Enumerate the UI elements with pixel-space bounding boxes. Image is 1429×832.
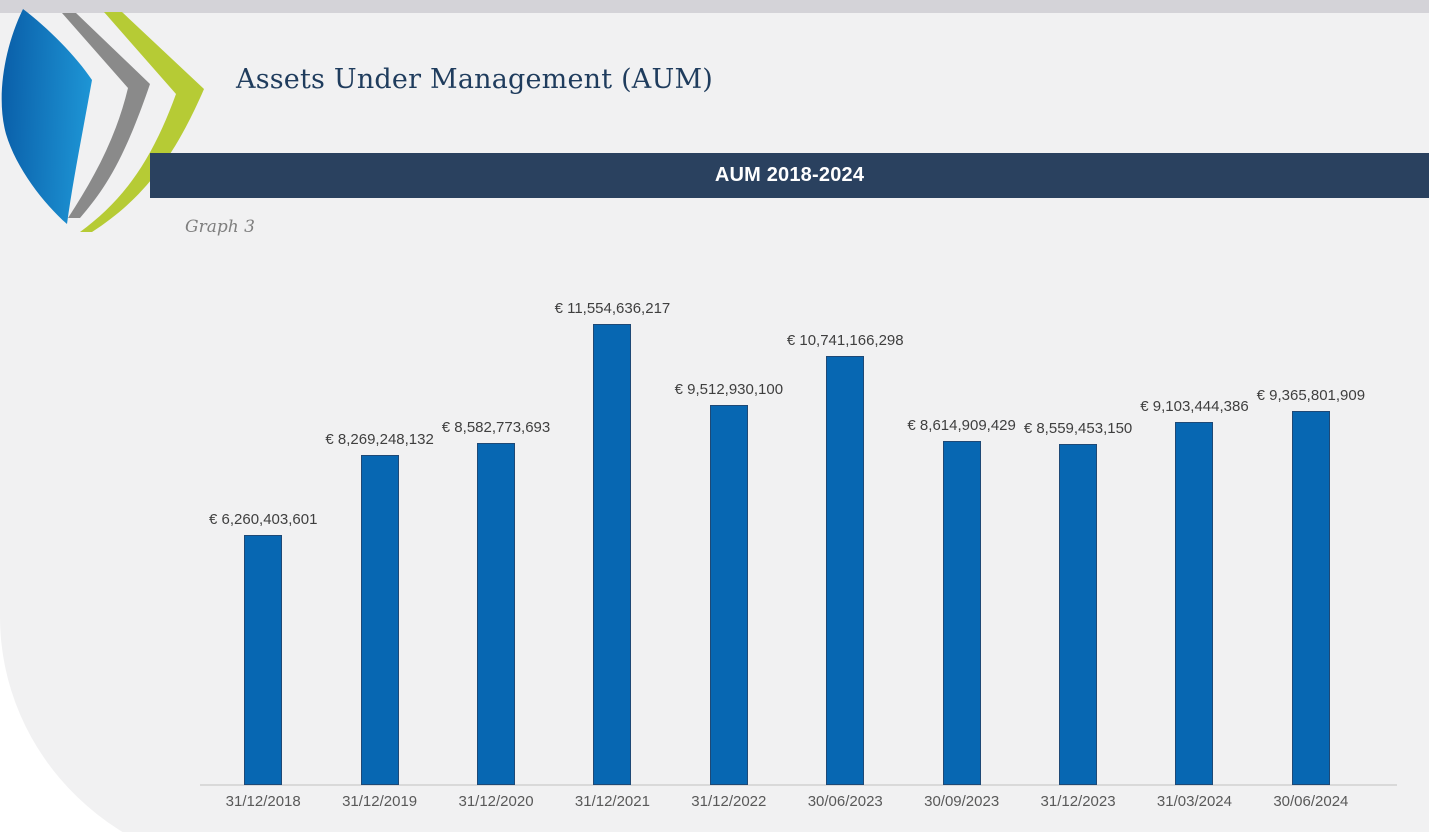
bar-value-label: € 8,559,453,150	[1023, 420, 1133, 437]
bar	[360, 455, 399, 785]
bar-column: € 8,614,909,429 30/09/2023	[903, 300, 1019, 810]
bar	[709, 405, 748, 785]
bar	[942, 441, 981, 785]
x-axis-line	[200, 784, 1397, 786]
bar-column: € 8,582,773,693 31/12/2020	[438, 300, 554, 810]
x-axis-label: 30/09/2023	[924, 793, 1000, 810]
bar-value-label: € 9,103,444,386	[1140, 398, 1249, 415]
bar-value-label: € 9,365,801,909	[1256, 387, 1366, 404]
x-axis-label: 31/03/2024	[1156, 793, 1232, 810]
x-axis-label: 31/12/2018	[225, 793, 301, 810]
bar-value-label: € 8,582,773,693	[441, 419, 551, 436]
bar-value-label: € 8,614,909,429	[907, 417, 1016, 434]
logo-green-chevron	[80, 12, 204, 232]
banner-title: AUM 2018-2024	[714, 164, 865, 186]
bar-column: € 9,103,444,386 31/03/2024	[1136, 300, 1252, 810]
bar-value-label: € 8,269,248,132	[325, 431, 434, 448]
top-strip	[0, 0, 1429, 13]
bar	[1291, 411, 1330, 785]
bar-value-label: € 6,260,403,601	[208, 511, 318, 528]
bar	[1059, 444, 1098, 785]
bar-value-label: € 9,512,930,100	[674, 381, 784, 398]
bar	[477, 443, 516, 785]
logo-gray-chevron	[62, 13, 150, 218]
logo-blue-swoosh	[1, 9, 92, 224]
bar-plot: € 6,260,403,601 31/12/2018 € 8,269,248,132…	[205, 300, 1369, 810]
bar-column: € 8,559,453,150 31/12/2023	[1020, 300, 1136, 810]
bar-column: € 9,365,801,909 30/06/2024	[1253, 300, 1369, 810]
section-banner: AUM 2018-2024	[150, 153, 1429, 198]
bar-value-label: € 11,554,636,217	[554, 300, 671, 317]
x-axis-label: 31/12/2022	[691, 793, 767, 810]
bar-column: € 9,512,930,100 31/12/2022	[671, 300, 787, 810]
bar-column: € 6,260,403,601 31/12/2018	[205, 300, 321, 810]
bar	[826, 356, 865, 785]
x-axis-label: 30/06/2023	[807, 793, 883, 810]
bar-value-label: € 10,741,166,298	[786, 332, 904, 349]
bar	[244, 535, 283, 785]
bar-column: € 10,741,166,298 30/06/2023	[786, 300, 904, 810]
triple-chevron-logo-icon	[1, 9, 204, 232]
x-axis-label: 30/06/2024	[1273, 793, 1349, 810]
x-axis-label: 31/12/2023	[1040, 793, 1116, 810]
bar	[593, 324, 632, 785]
x-axis-label: 31/12/2021	[574, 793, 650, 810]
x-axis-label: 31/12/2020	[458, 793, 534, 810]
bar	[1175, 422, 1214, 785]
graph-caption: Graph 3	[185, 217, 255, 237]
bar-column: € 8,269,248,132 31/12/2019	[321, 300, 437, 810]
bar-column: € 11,554,636,217 31/12/2021	[554, 300, 671, 810]
page-title: Assets Under Management (AUM)	[236, 64, 714, 95]
x-axis-label: 31/12/2019	[342, 793, 418, 810]
